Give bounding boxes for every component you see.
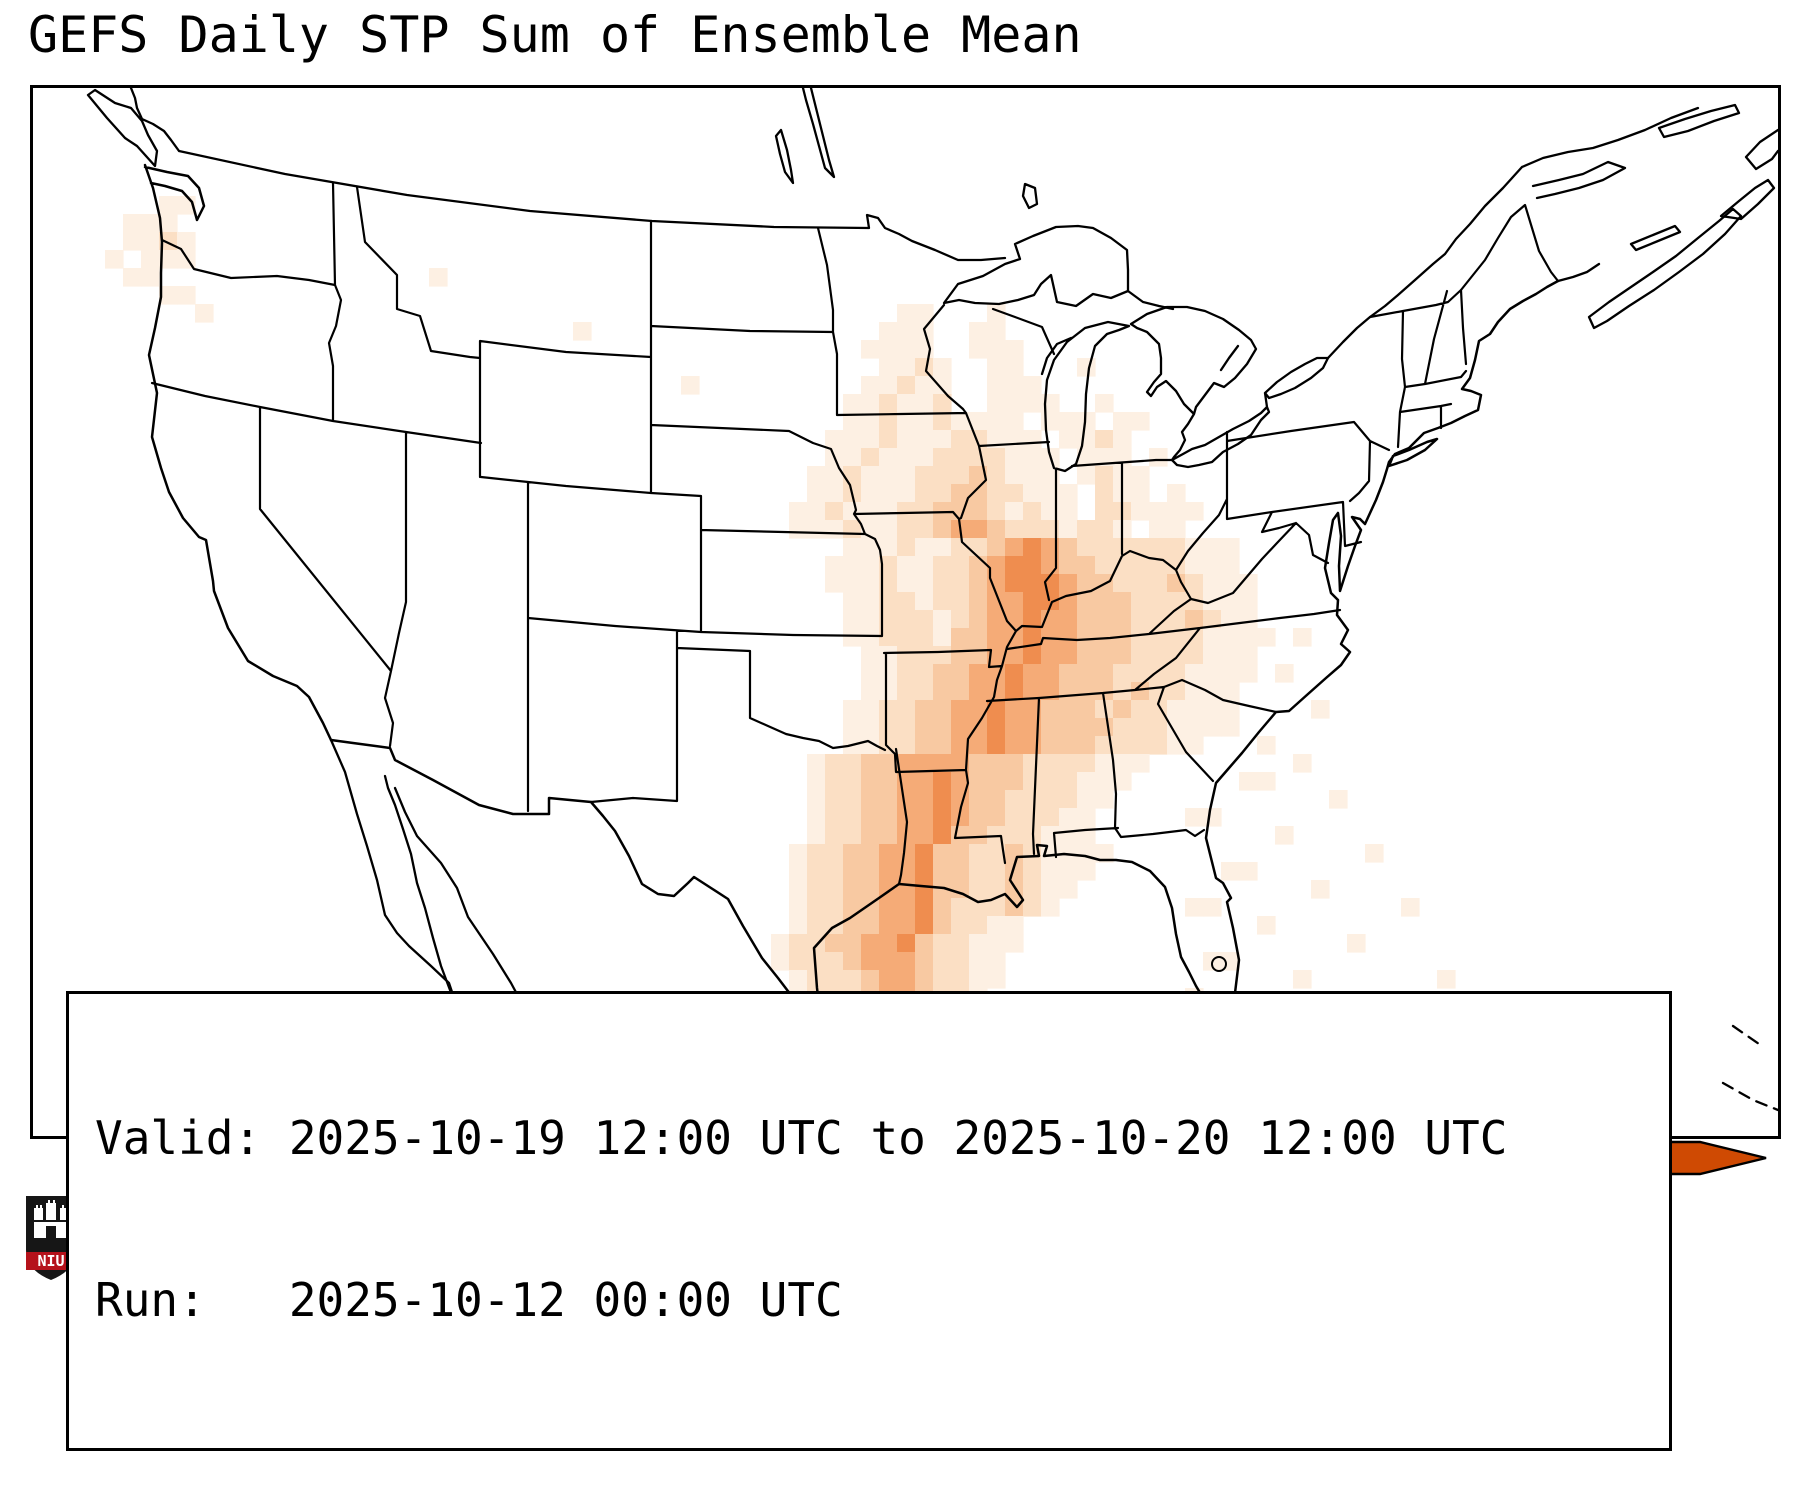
run-time-text: Run: 2025-10-12 00:00 UTC	[95, 1273, 843, 1328]
valid-time-text: Valid: 2025-10-19 12:00 UTC to 2025-10-2…	[95, 1110, 1508, 1165]
lake-okeechobee	[1211, 956, 1227, 972]
map-svg	[86, 88, 1778, 1136]
castle-gate	[46, 1226, 56, 1238]
info-box: Valid: 2025-10-19 12:00 UTC to 2025-10-2…	[66, 991, 1672, 1452]
canada-outline	[86, 88, 1778, 360]
niu-shield-icon: NIU	[26, 1196, 76, 1280]
map-canvas: Valid: 2025-10-19 12:00 UTC to 2025-10-2…	[30, 85, 1781, 1452]
great-lakes	[942, 224, 1330, 473]
stp-heatmap-cells	[105, 196, 1456, 1115]
us-coastline	[143, 163, 1560, 1020]
niu-logo: NIU	[24, 1194, 78, 1282]
figure-title: GEFS Daily STP Sum of Ensemble Mean	[28, 6, 1082, 64]
us-state-borders	[150, 181, 1560, 886]
niu-logo-text: NIU	[37, 1252, 64, 1270]
